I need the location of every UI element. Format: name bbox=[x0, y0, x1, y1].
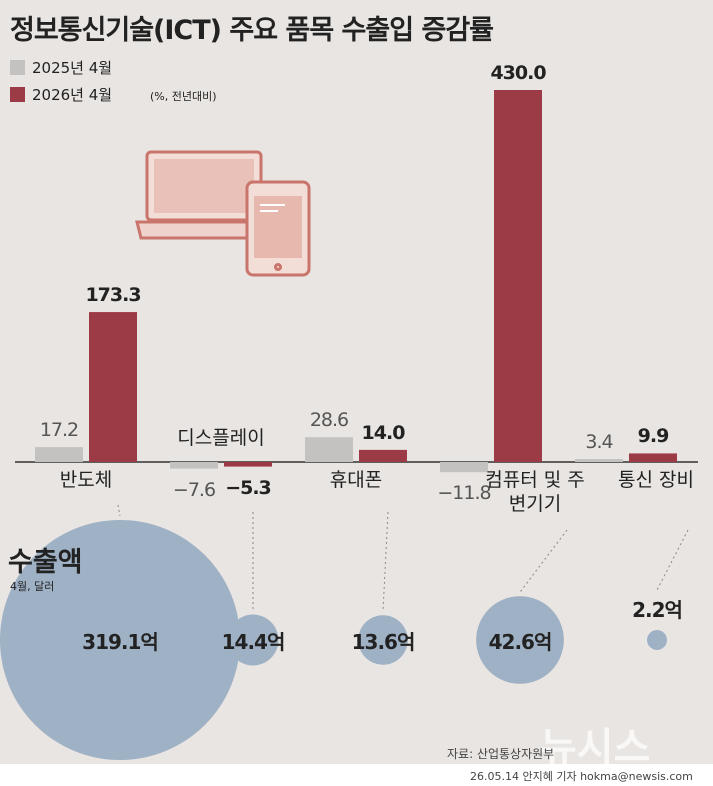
credit: 26.05.14 안지혜 기자 hokma@newsis.com bbox=[470, 770, 693, 783]
bubble bbox=[647, 630, 667, 650]
value-label: 14.0 bbox=[361, 421, 406, 444]
bubble-label: 319.1억 bbox=[82, 630, 159, 654]
bubble-label: 14.4억 bbox=[221, 630, 286, 654]
bar bbox=[359, 449, 407, 462]
value-label: 17.2 bbox=[39, 419, 79, 442]
leader-line bbox=[382, 511, 389, 612]
title: 정보통신기술(ICT) 주요 품목 수출입 증감률 bbox=[10, 15, 494, 46]
note: (%, 전년대비) bbox=[150, 90, 217, 103]
legend-swatch bbox=[10, 60, 25, 75]
watermark: 뉴시스 bbox=[540, 725, 651, 771]
category-label: 컴퓨터 및 주변기기 bbox=[485, 469, 585, 515]
bubble-subtitle: 4월, 달러 bbox=[10, 580, 55, 593]
bubble-title: 수출액 bbox=[8, 547, 83, 578]
bubble-label: 13.6억 bbox=[351, 630, 416, 654]
bar bbox=[575, 459, 623, 462]
category-label: 통신 장비 bbox=[618, 469, 694, 491]
value-label: −5.3 bbox=[225, 476, 272, 499]
bubble bbox=[476, 596, 564, 684]
bar bbox=[170, 462, 218, 469]
value-label: 28.6 bbox=[309, 409, 349, 432]
value-label: −7.6 bbox=[172, 478, 216, 501]
bar bbox=[629, 453, 677, 462]
bubble-label: 42.6억 bbox=[488, 630, 553, 654]
bar bbox=[35, 447, 83, 462]
leader-line bbox=[117, 504, 121, 517]
device-icon bbox=[135, 150, 311, 277]
bubble bbox=[358, 615, 408, 665]
category-label: 디스플레이 bbox=[177, 427, 265, 449]
value-label: 173.3 bbox=[85, 284, 141, 307]
bar bbox=[305, 437, 353, 462]
leader-line bbox=[656, 529, 689, 591]
source: 자료: 산업통상자원부 bbox=[447, 747, 555, 761]
value-label: 430.0 bbox=[490, 62, 546, 84]
legend-swatch bbox=[10, 87, 25, 102]
bubble bbox=[0, 519, 241, 761]
bar bbox=[89, 312, 137, 462]
legend-label: 2026년 4월 bbox=[32, 86, 113, 104]
value-label: 9.9 bbox=[637, 425, 670, 448]
bar bbox=[440, 462, 488, 473]
bubble-label: 2.2억 bbox=[632, 598, 683, 623]
legend-label: 2025년 4월 bbox=[32, 59, 113, 77]
leader-line bbox=[519, 529, 568, 593]
value-label: 3.4 bbox=[585, 431, 613, 454]
bar bbox=[224, 462, 272, 467]
category-label: 휴대폰 bbox=[329, 469, 383, 491]
bar bbox=[494, 90, 542, 462]
value-label: −11.8 bbox=[437, 482, 491, 505]
category-label: 반도체 bbox=[59, 469, 113, 491]
bubble bbox=[227, 614, 279, 666]
